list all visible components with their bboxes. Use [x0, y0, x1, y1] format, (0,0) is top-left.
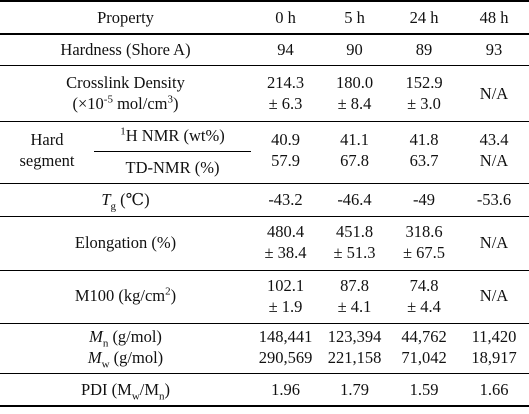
cell-tg-24h: -49	[413, 190, 435, 209]
cell-crosslink-5h-mean: 180.0	[335, 73, 374, 92]
row-rule	[0, 183, 529, 184]
cell-hardness-24h: 89	[415, 40, 433, 59]
header-rule	[0, 33, 529, 35]
cell-mw-0h: 290,569	[258, 348, 313, 367]
cell-m100-24h-error: ± 4.4	[407, 297, 441, 316]
cell-crosslink-5h-error: ± 8.4	[337, 94, 372, 113]
sublabel-1h-nmr: 1H NMR (wt%)	[120, 125, 225, 145]
cell-elongation-0h-error: ± 38.4	[264, 243, 307, 262]
cell-nmr-0h: 40.9	[271, 130, 300, 149]
sublabel-td-nmr: TD-NMR (%)	[125, 158, 220, 177]
row-label-hard: Hard	[30, 130, 64, 149]
row-rule	[0, 65, 529, 66]
cell-m100-5h-mean: 87.8	[340, 276, 369, 295]
row-rule	[0, 323, 529, 324]
cell-m100-5h-error: ± 4.1	[337, 297, 372, 316]
row-label-tg: Tg (℃)	[101, 190, 150, 213]
cell-pdi-0h: 1.96	[271, 380, 300, 399]
table-top-rule	[0, 0, 529, 2]
cell-pdi-5h: 1.79	[340, 380, 369, 399]
cell-crosslink-48h: N/A	[479, 84, 509, 103]
header-5h: 5 h	[344, 8, 365, 27]
row-rule	[0, 216, 529, 217]
cell-hardness-48h: 93	[485, 40, 503, 59]
cell-crosslink-24h-mean: 152.9	[405, 73, 443, 92]
row-label-segment: segment	[19, 151, 75, 170]
cell-mw-5h: 221,158	[327, 348, 382, 367]
row-label-mw: Mw (g/mol)	[87, 348, 164, 371]
header-property: Property	[97, 8, 154, 27]
cell-td-0h: 57.9	[271, 151, 300, 170]
cell-elongation-48h: N/A	[479, 233, 509, 252]
cell-mn-24h: 44,762	[401, 327, 447, 346]
row-label-crosslink-line1: Crosslink Density	[66, 73, 185, 92]
cell-m100-0h-mean: 102.1	[266, 276, 305, 295]
row-rule	[0, 373, 529, 374]
cell-elongation-0h-mean: 480.4	[266, 222, 305, 241]
header-48h: 48 h	[479, 8, 509, 27]
cell-td-5h: 67.8	[340, 151, 369, 170]
cell-m100-0h-error: ± 1.9	[268, 297, 303, 316]
cell-nmr-24h: 41.8	[409, 130, 439, 149]
cell-elongation-5h-error: ± 51.3	[333, 243, 376, 262]
header-24h: 24 h	[409, 8, 439, 27]
row-label-hardness: Hardness (Shore A)	[60, 40, 191, 59]
table-bottom-rule	[0, 405, 529, 407]
cell-nmr-48h: 43.4	[479, 130, 509, 149]
cell-td-48h: N/A	[479, 151, 509, 170]
cell-elongation-24h-mean: 318.6	[405, 222, 443, 241]
cell-pdi-48h: 1.66	[479, 380, 509, 399]
row-label-pdi: PDI (Mw/Mn)	[80, 380, 171, 403]
cell-pdi-24h: 1.59	[409, 380, 439, 399]
cell-elongation-5h-mean: 451.8	[335, 222, 374, 241]
cell-crosslink-24h-error: ± 3.0	[407, 94, 441, 113]
cell-crosslink-0h-mean: 214.3	[266, 73, 305, 92]
row-rule	[0, 270, 529, 271]
cell-nmr-5h: 41.1	[340, 130, 369, 149]
hard-segment-inner-rule	[94, 151, 251, 152]
row-label-crosslink-line2: (×10-5 mol/cm3)	[72, 93, 179, 113]
cell-elongation-24h-error: ± 67.5	[402, 243, 446, 262]
row-label-mn: Mn (g/mol)	[89, 327, 162, 350]
row-label-elongation: Elongation (%)	[74, 233, 177, 252]
cell-m100-24h-mean: 74.8	[409, 276, 439, 295]
cell-tg-5h: -46.4	[337, 190, 372, 209]
cell-td-24h: 63.7	[409, 151, 439, 170]
header-0h: 0 h	[275, 8, 296, 27]
cell-mw-48h: 18,917	[471, 348, 517, 367]
cell-tg-48h: -53.6	[476, 190, 512, 209]
cell-mn-5h: 123,394	[327, 327, 382, 346]
row-rule	[0, 121, 529, 122]
cell-mn-48h: 11,420	[471, 327, 517, 346]
cell-hardness-0h: 94	[277, 40, 294, 59]
cell-mw-24h: 71,042	[401, 348, 447, 367]
cell-tg-0h: -43.2	[268, 190, 303, 209]
row-label-m100: M100 (kg/cm2)	[74, 285, 177, 305]
cell-hardness-5h: 90	[346, 40, 363, 59]
cell-m100-48h: N/A	[479, 286, 509, 305]
cell-mn-0h: 148,441	[258, 327, 313, 346]
cell-crosslink-0h-error: ± 6.3	[268, 94, 303, 113]
